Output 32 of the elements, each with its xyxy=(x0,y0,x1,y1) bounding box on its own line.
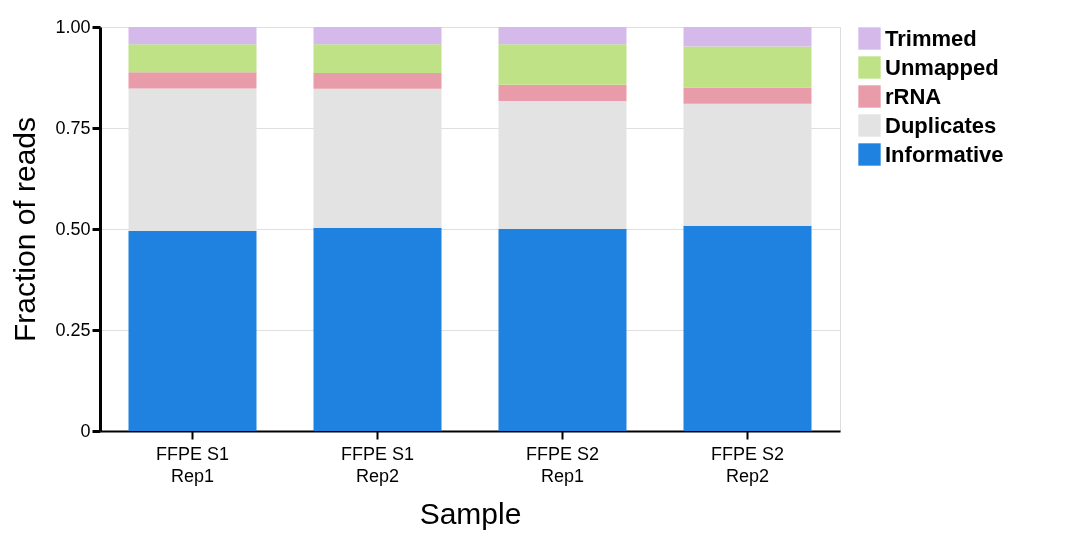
bar xyxy=(498,229,627,431)
bar xyxy=(498,84,627,101)
bar xyxy=(683,27,812,47)
bar xyxy=(683,225,812,431)
x-axis-title: Sample xyxy=(419,496,522,530)
x-tick-label: FFPE S1 Rep1 xyxy=(155,443,230,486)
legend-label: Duplicates xyxy=(885,112,997,138)
bar xyxy=(313,27,442,45)
y-tick-label: 0 xyxy=(80,420,91,441)
bar xyxy=(683,46,812,88)
bar xyxy=(313,44,442,74)
x-tick-label: FFPE S2 Rep1 xyxy=(525,443,600,486)
bar xyxy=(128,72,257,89)
bar xyxy=(313,227,442,431)
legend-label: Informative xyxy=(885,141,1004,167)
bar xyxy=(128,44,257,73)
legend-label: Trimmed xyxy=(885,25,977,51)
legend-label: rRNA xyxy=(885,83,942,109)
bar xyxy=(498,44,627,85)
y-axis-title: Fraction of reads xyxy=(8,116,42,343)
y-tick-label: 0.25 xyxy=(55,319,91,340)
legend-label: Unmapped xyxy=(885,54,999,80)
x-tick-label: FFPE S2 Rep2 xyxy=(710,443,785,486)
bar xyxy=(313,73,442,89)
y-tick-label: 0.50 xyxy=(55,218,91,239)
y-tick-label: 0.75 xyxy=(55,117,91,138)
bar xyxy=(128,27,257,45)
y-tick-label: 1.00 xyxy=(55,16,91,37)
bar xyxy=(498,27,627,45)
bar xyxy=(683,87,812,104)
bar xyxy=(128,231,257,431)
x-tick-label: FFPE S1 Rep2 xyxy=(340,443,415,486)
